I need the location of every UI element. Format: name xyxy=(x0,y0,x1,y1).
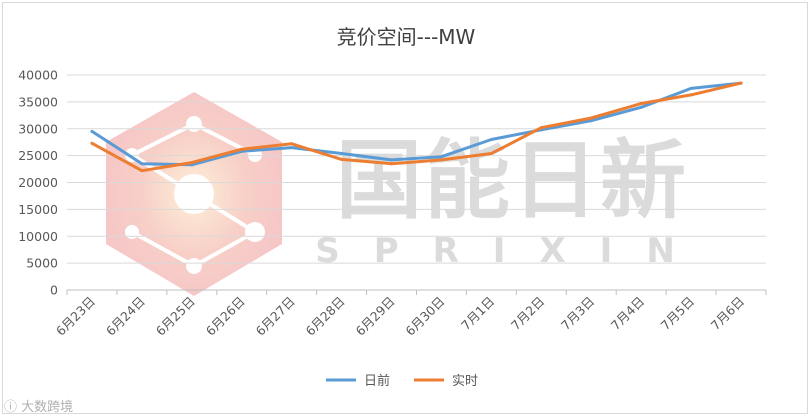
legend-label: 实时 xyxy=(452,374,478,389)
watermark-brand: 国能日新 xyxy=(336,131,688,231)
data-point xyxy=(90,141,94,145)
x-tick-label: 7月2日 xyxy=(508,294,548,334)
y-axis: 0 5000 10000 15000 20000 25000 30000 35000 40000 xyxy=(18,68,58,298)
y-tick-label: 35000 xyxy=(18,94,58,109)
y-tick-label: 40000 xyxy=(18,68,58,83)
data-point xyxy=(340,151,344,155)
data-point xyxy=(689,86,693,90)
data-point xyxy=(739,81,743,85)
corner-logo-icon: ⓘ xyxy=(4,400,18,415)
data-point xyxy=(390,158,394,162)
legend-label: 日前 xyxy=(364,373,390,389)
data-point xyxy=(589,119,593,123)
data-point xyxy=(639,101,643,105)
legend: 日前 实时 xyxy=(326,373,478,389)
data-point xyxy=(240,147,244,151)
x-tick-label: 6月27日 xyxy=(253,294,298,339)
x-tick-label: 7月4日 xyxy=(608,294,648,334)
y-tick-label: 5000 xyxy=(26,256,58,271)
y-tick-label: 0 xyxy=(50,283,58,298)
x-tick-label: 6月24日 xyxy=(103,294,148,339)
data-point xyxy=(190,161,194,165)
data-point xyxy=(639,105,643,109)
series-line-day-ahead xyxy=(90,81,743,167)
data-point xyxy=(140,162,144,166)
x-tick-label: 6月28日 xyxy=(303,294,348,339)
data-point xyxy=(140,169,144,173)
data-point xyxy=(539,126,543,130)
data-point xyxy=(290,146,294,150)
data-point xyxy=(489,138,493,141)
corner-watermark-text: 大数跨境 xyxy=(21,400,74,415)
series-line-real-time xyxy=(90,81,743,173)
x-tick-label: 6月26日 xyxy=(203,294,248,339)
data-point xyxy=(90,129,94,133)
y-tick-label: 25000 xyxy=(18,148,58,163)
watermark-brand-en: SPRIXIN xyxy=(315,231,709,271)
x-tick-label: 6月29日 xyxy=(353,294,398,339)
x-axis: 6月23日 6月24日 6月25日 6月26日 6月27日 6月28日 6月29日 6月30日… xyxy=(53,290,767,339)
x-tick-label: 7月6日 xyxy=(708,294,748,334)
x-tick-label: 7月1日 xyxy=(458,294,498,334)
x-tick-label: 6月25日 xyxy=(153,294,198,339)
chart-title: 竞价空间---MW xyxy=(337,25,476,49)
data-point xyxy=(689,93,693,97)
series-lines xyxy=(90,81,743,173)
x-tick-label: 7月3日 xyxy=(558,294,598,334)
data-point xyxy=(340,157,344,161)
watermark-logo xyxy=(106,92,282,296)
corner-watermark: ⓘ 大数跨境 xyxy=(4,396,73,415)
data-point xyxy=(589,116,593,120)
data-point xyxy=(489,151,493,155)
y-tick-label: 20000 xyxy=(18,175,58,190)
x-tick-label: 6月30日 xyxy=(402,294,447,339)
y-tick-label: 10000 xyxy=(18,229,58,244)
data-point xyxy=(439,158,443,162)
data-point xyxy=(439,155,443,159)
x-tick-label: 6月23日 xyxy=(53,294,98,339)
data-point xyxy=(290,142,294,146)
data-point xyxy=(390,162,394,166)
x-tick-label: 7月5日 xyxy=(658,294,698,334)
y-tick-label: 30000 xyxy=(18,121,58,136)
y-tick-label: 15000 xyxy=(18,202,58,217)
